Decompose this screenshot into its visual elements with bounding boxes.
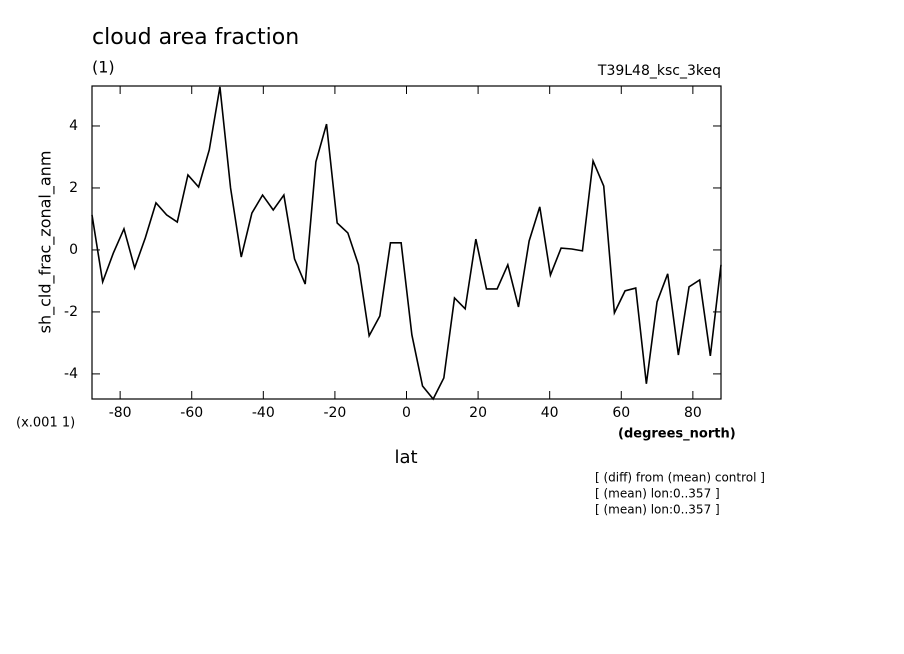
y-axis-label: sh_cld_frac_zonal_anm (36, 151, 56, 334)
x-tick-label: -40 (252, 405, 275, 421)
y-tick-label: 2 (69, 180, 78, 196)
plot-frame (91, 85, 722, 400)
x-tick-label: 20 (469, 405, 487, 421)
x-tick-label: 80 (684, 405, 702, 421)
note: [ (mean) lon:0..357 ] (595, 503, 720, 517)
x-axis-label: lat (394, 447, 417, 468)
x-tick-label: 0 (402, 405, 411, 421)
x-tick-label: 40 (541, 405, 559, 421)
y-scale-label: (x.001 1) (16, 416, 75, 431)
x-tick-label: -20 (323, 405, 346, 421)
note: [ (diff) from (mean) control ] (595, 471, 765, 485)
y-tick-label: 0 (69, 242, 78, 258)
x-units-label: (degrees_north) (618, 427, 736, 442)
y-tick-label: -4 (64, 366, 78, 382)
data-line (91, 86, 722, 401)
note: [ (mean) lon:0..357 ] (595, 487, 720, 501)
y-tick-label: -2 (64, 304, 78, 320)
y-tick-label: 4 (69, 118, 78, 134)
experiment-label: T39L48_ksc_3keq (597, 63, 721, 79)
x-tick-label: -60 (180, 405, 203, 421)
x-tick-label: 60 (612, 405, 630, 421)
x-tick-label: -80 (109, 405, 132, 421)
chart-subtitle: (1) (92, 58, 115, 77)
chart-title: cloud area fraction (92, 25, 299, 50)
